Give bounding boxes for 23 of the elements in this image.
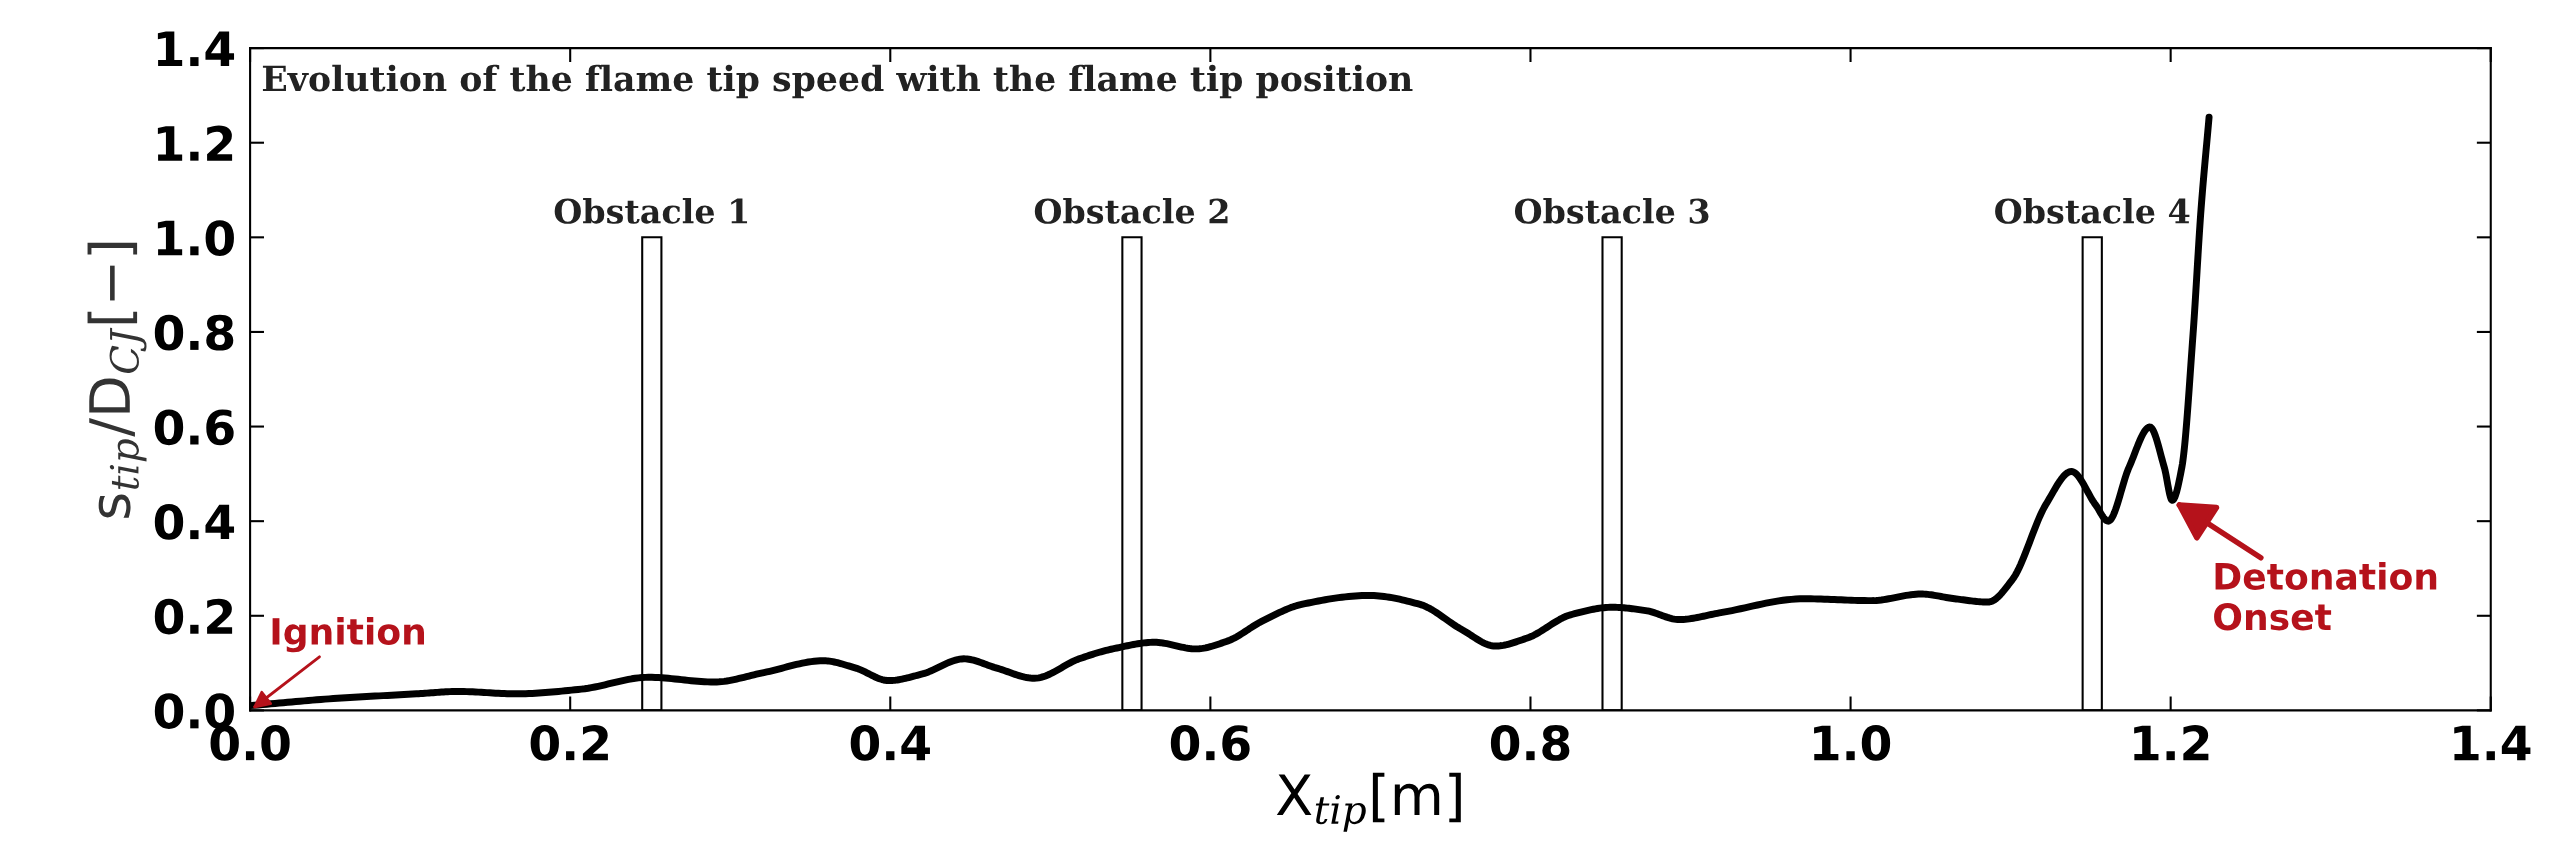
y-tick-label: 0.6 — [154, 409, 234, 446]
annotation: Ignition — [272, 617, 425, 653]
x-tick-label: 0.2 — [530, 725, 608, 761]
x-tick-label: 0.6 — [1170, 725, 1250, 761]
y-axis-title: s$_{tip}$/D$_{CJ}$[−] — [87, 242, 147, 518]
y-tick-label: 0.2 — [154, 598, 233, 635]
annotation: Detonation Onset — [2214, 562, 2437, 631]
x-tick-label: 0.8 — [1490, 725, 1570, 761]
y-tick-label: 1.0 — [157, 220, 234, 256]
data-label: Obstacle 2 — [1034, 197, 1228, 224]
y-tick-label: 1.4 — [157, 31, 235, 67]
x-tick-label: 1.4 — [2454, 725, 2531, 761]
x-tick-label: 0.4 — [850, 725, 930, 761]
y-tick-label: 0.8 — [154, 314, 234, 351]
y-tick-label: 1.2 — [157, 125, 233, 161]
y-tick-label: 0.4 — [154, 504, 235, 540]
chart-title: Evolution of the flame tip speed with the flame tip position — [262, 64, 1413, 99]
x-tick-label: 1.0 — [1814, 725, 1891, 761]
x-axis-title: X$_{tip}$[m] — [1276, 772, 1461, 832]
x-tick-label: 1.2 — [2134, 725, 2209, 761]
data-label: Obstacle 1 — [554, 197, 748, 224]
data-label: Obstacle 3 — [1514, 197, 1709, 224]
data-label: Obstacle 4 — [1995, 197, 2190, 224]
